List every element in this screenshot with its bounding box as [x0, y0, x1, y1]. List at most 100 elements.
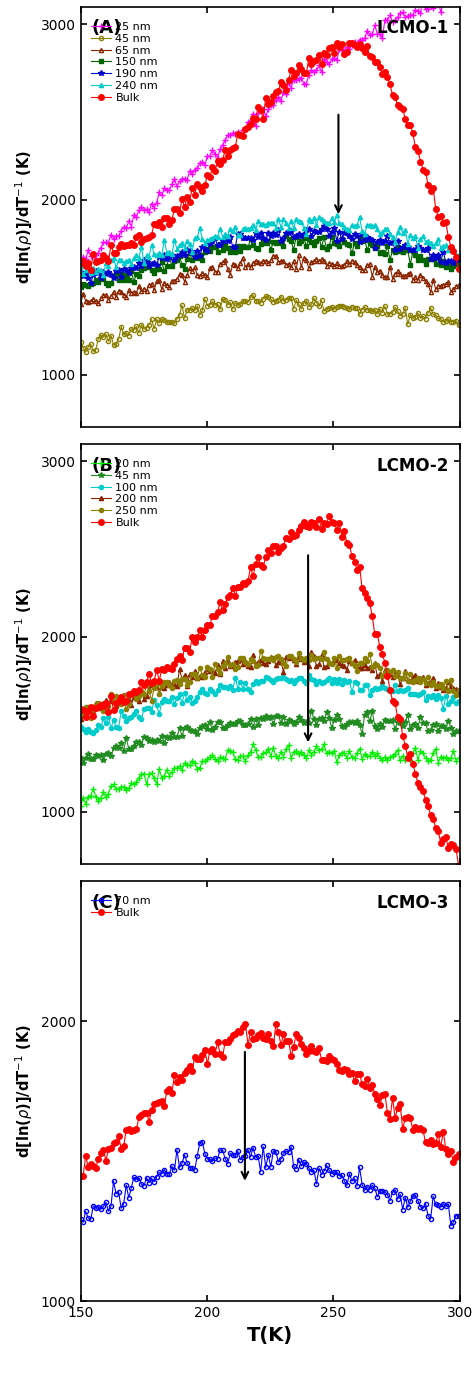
100 nm [306, 666, 312, 683]
150 nm [78, 278, 83, 295]
70 nm [78, 1210, 83, 1227]
Line: 150 nm: 150 nm [79, 234, 461, 289]
Text: LCMO-1: LCMO-1 [376, 19, 448, 37]
70 nm [230, 1147, 236, 1164]
Line: 200 nm: 200 nm [79, 650, 461, 722]
150 nm [456, 259, 461, 275]
Bulk [392, 1110, 398, 1126]
Bulk [392, 695, 398, 712]
Bulk [342, 523, 347, 540]
45 nm [205, 297, 210, 314]
250 nm [205, 660, 210, 676]
100 nm [456, 693, 461, 709]
100 nm [395, 683, 401, 700]
Line: 100 nm: 100 nm [79, 673, 461, 735]
20 nm [392, 745, 398, 761]
70 nm [392, 1181, 398, 1198]
65 nm [202, 267, 208, 284]
Text: (A): (A) [92, 19, 122, 37]
X-axis label: T(K): T(K) [247, 1326, 293, 1345]
Bulk [342, 1062, 347, 1078]
190 nm [395, 233, 401, 249]
20 nm [202, 753, 208, 770]
190 nm [78, 264, 83, 281]
65 nm [78, 296, 83, 313]
20 nm [456, 749, 461, 766]
20 nm [321, 737, 327, 753]
65 nm [456, 277, 461, 293]
190 nm [230, 238, 236, 255]
45 nm [78, 750, 83, 767]
Bulk [456, 856, 461, 873]
190 nm [456, 252, 461, 269]
25 nm [291, 72, 296, 88]
200 nm [202, 664, 208, 680]
65 nm [291, 253, 296, 270]
100 nm [293, 672, 299, 688]
70 nm [205, 1151, 210, 1168]
Text: (C): (C) [92, 894, 122, 912]
20 nm [228, 744, 233, 760]
Line: 70 nm: 70 nm [79, 1140, 461, 1228]
Y-axis label: d[ln($\rho$)]/dT$^{-1}$ (K): d[ln($\rho$)]/dT$^{-1}$ (K) [13, 1024, 35, 1158]
Line: 25 nm: 25 nm [78, 0, 461, 263]
Line: 240 nm: 240 nm [79, 213, 461, 277]
Bulk [293, 1026, 299, 1042]
Line: 45 nm: 45 nm [79, 293, 461, 354]
45 nm [230, 716, 236, 733]
20 nm [78, 797, 83, 814]
25 nm [456, 0, 461, 8]
Line: Bulk: Bulk [78, 512, 461, 868]
250 nm [230, 655, 236, 672]
190 nm [293, 227, 299, 244]
250 nm [78, 706, 83, 723]
25 nm [228, 127, 233, 143]
150 nm [202, 244, 208, 260]
Text: LCMO-3: LCMO-3 [376, 894, 448, 912]
150 nm [342, 234, 347, 251]
240 nm [278, 219, 284, 235]
150 nm [392, 244, 398, 260]
Legend: 70 nm, Bulk: 70 nm, Bulk [90, 895, 152, 918]
Line: Bulk: Bulk [78, 40, 461, 273]
240 nm [205, 231, 210, 248]
70 nm [293, 1161, 299, 1177]
65 nm [296, 246, 301, 263]
Line: 190 nm: 190 nm [78, 223, 461, 286]
45 nm [395, 713, 401, 730]
Text: (B): (B) [92, 457, 122, 475]
250 nm [344, 650, 350, 666]
150 nm [293, 229, 299, 245]
Bulk [456, 260, 461, 277]
Bulk [78, 255, 83, 271]
Bulk [230, 140, 236, 157]
25 nm [202, 157, 208, 174]
Bulk [228, 1031, 233, 1048]
Bulk [291, 527, 296, 544]
Bulk [342, 45, 347, 62]
240 nm [293, 211, 299, 227]
25 nm [275, 88, 281, 105]
65 nm [392, 266, 398, 282]
Bulk [278, 1037, 284, 1053]
150 nm [283, 227, 289, 244]
Y-axis label: d[ln($\rho$)]/dT$^{-1}$ (K): d[ln($\rho$)]/dT$^{-1}$ (K) [13, 150, 35, 284]
240 nm [395, 224, 401, 241]
200 nm [456, 686, 461, 702]
Bulk [202, 1042, 208, 1059]
190 nm [88, 274, 93, 291]
190 nm [321, 218, 327, 234]
Bulk [228, 587, 233, 603]
250 nm [88, 709, 93, 726]
45 nm [80, 755, 86, 771]
Bulk [273, 1016, 279, 1033]
150 nm [275, 234, 281, 251]
70 nm [278, 1151, 284, 1168]
240 nm [456, 246, 461, 263]
20 nm [291, 744, 296, 760]
100 nm [78, 719, 83, 735]
Line: Bulk: Bulk [78, 1022, 461, 1179]
240 nm [344, 220, 350, 237]
Line: 45 nm: 45 nm [78, 708, 461, 766]
20 nm [275, 749, 281, 766]
